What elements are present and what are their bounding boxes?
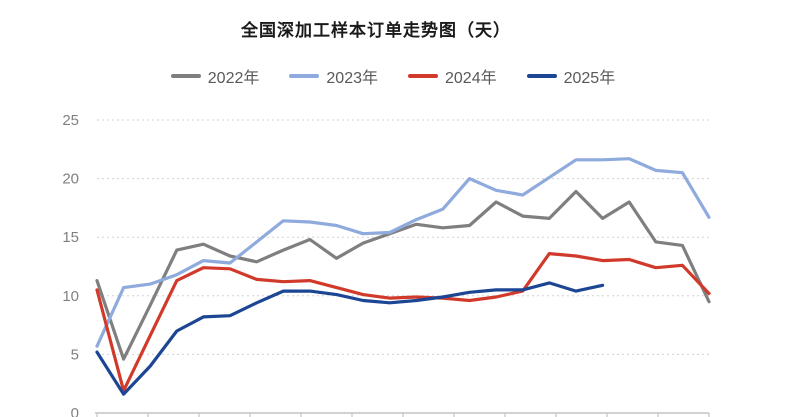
y-axis-label-20: 20 (62, 171, 79, 188)
series-line-2024 (95, 252, 711, 393)
y-axis-label-5: 5 (71, 346, 79, 363)
legend-label-2025: 2025年 (563, 70, 616, 87)
legend-item-2025: 2025年 (526, 64, 616, 88)
y-axis-label-10: 10 (62, 288, 79, 305)
y-axis-label-15: 15 (62, 229, 79, 246)
series-line-2023 (95, 157, 711, 348)
legend-swatch-2023 (289, 74, 320, 78)
legend-swatch-2024 (408, 74, 438, 78)
series-line-2022 (95, 189, 711, 361)
y-axis-label-0: 0 (71, 405, 79, 417)
legend-label-2023: 2023年 (326, 70, 378, 87)
series-line-2025 (95, 281, 605, 396)
y-axis-label-25: 25 (62, 112, 79, 129)
chart-title: 全国深加工样本订单走势图（天） (241, 21, 511, 40)
legend-item-2023: 2023年 (289, 64, 378, 88)
legend-item-2024: 2024年 (408, 64, 497, 88)
chart-legend: 2022年 2023年 2024年 2025年 (0, 65, 786, 87)
legend-swatch-2025 (526, 74, 557, 78)
legend-swatch-2022 (170, 74, 201, 78)
legend-label-2024: 2024年 (445, 70, 497, 87)
legend-label-2022: 2022年 (207, 70, 260, 87)
legend-item-2022: 2022年 (170, 64, 260, 88)
